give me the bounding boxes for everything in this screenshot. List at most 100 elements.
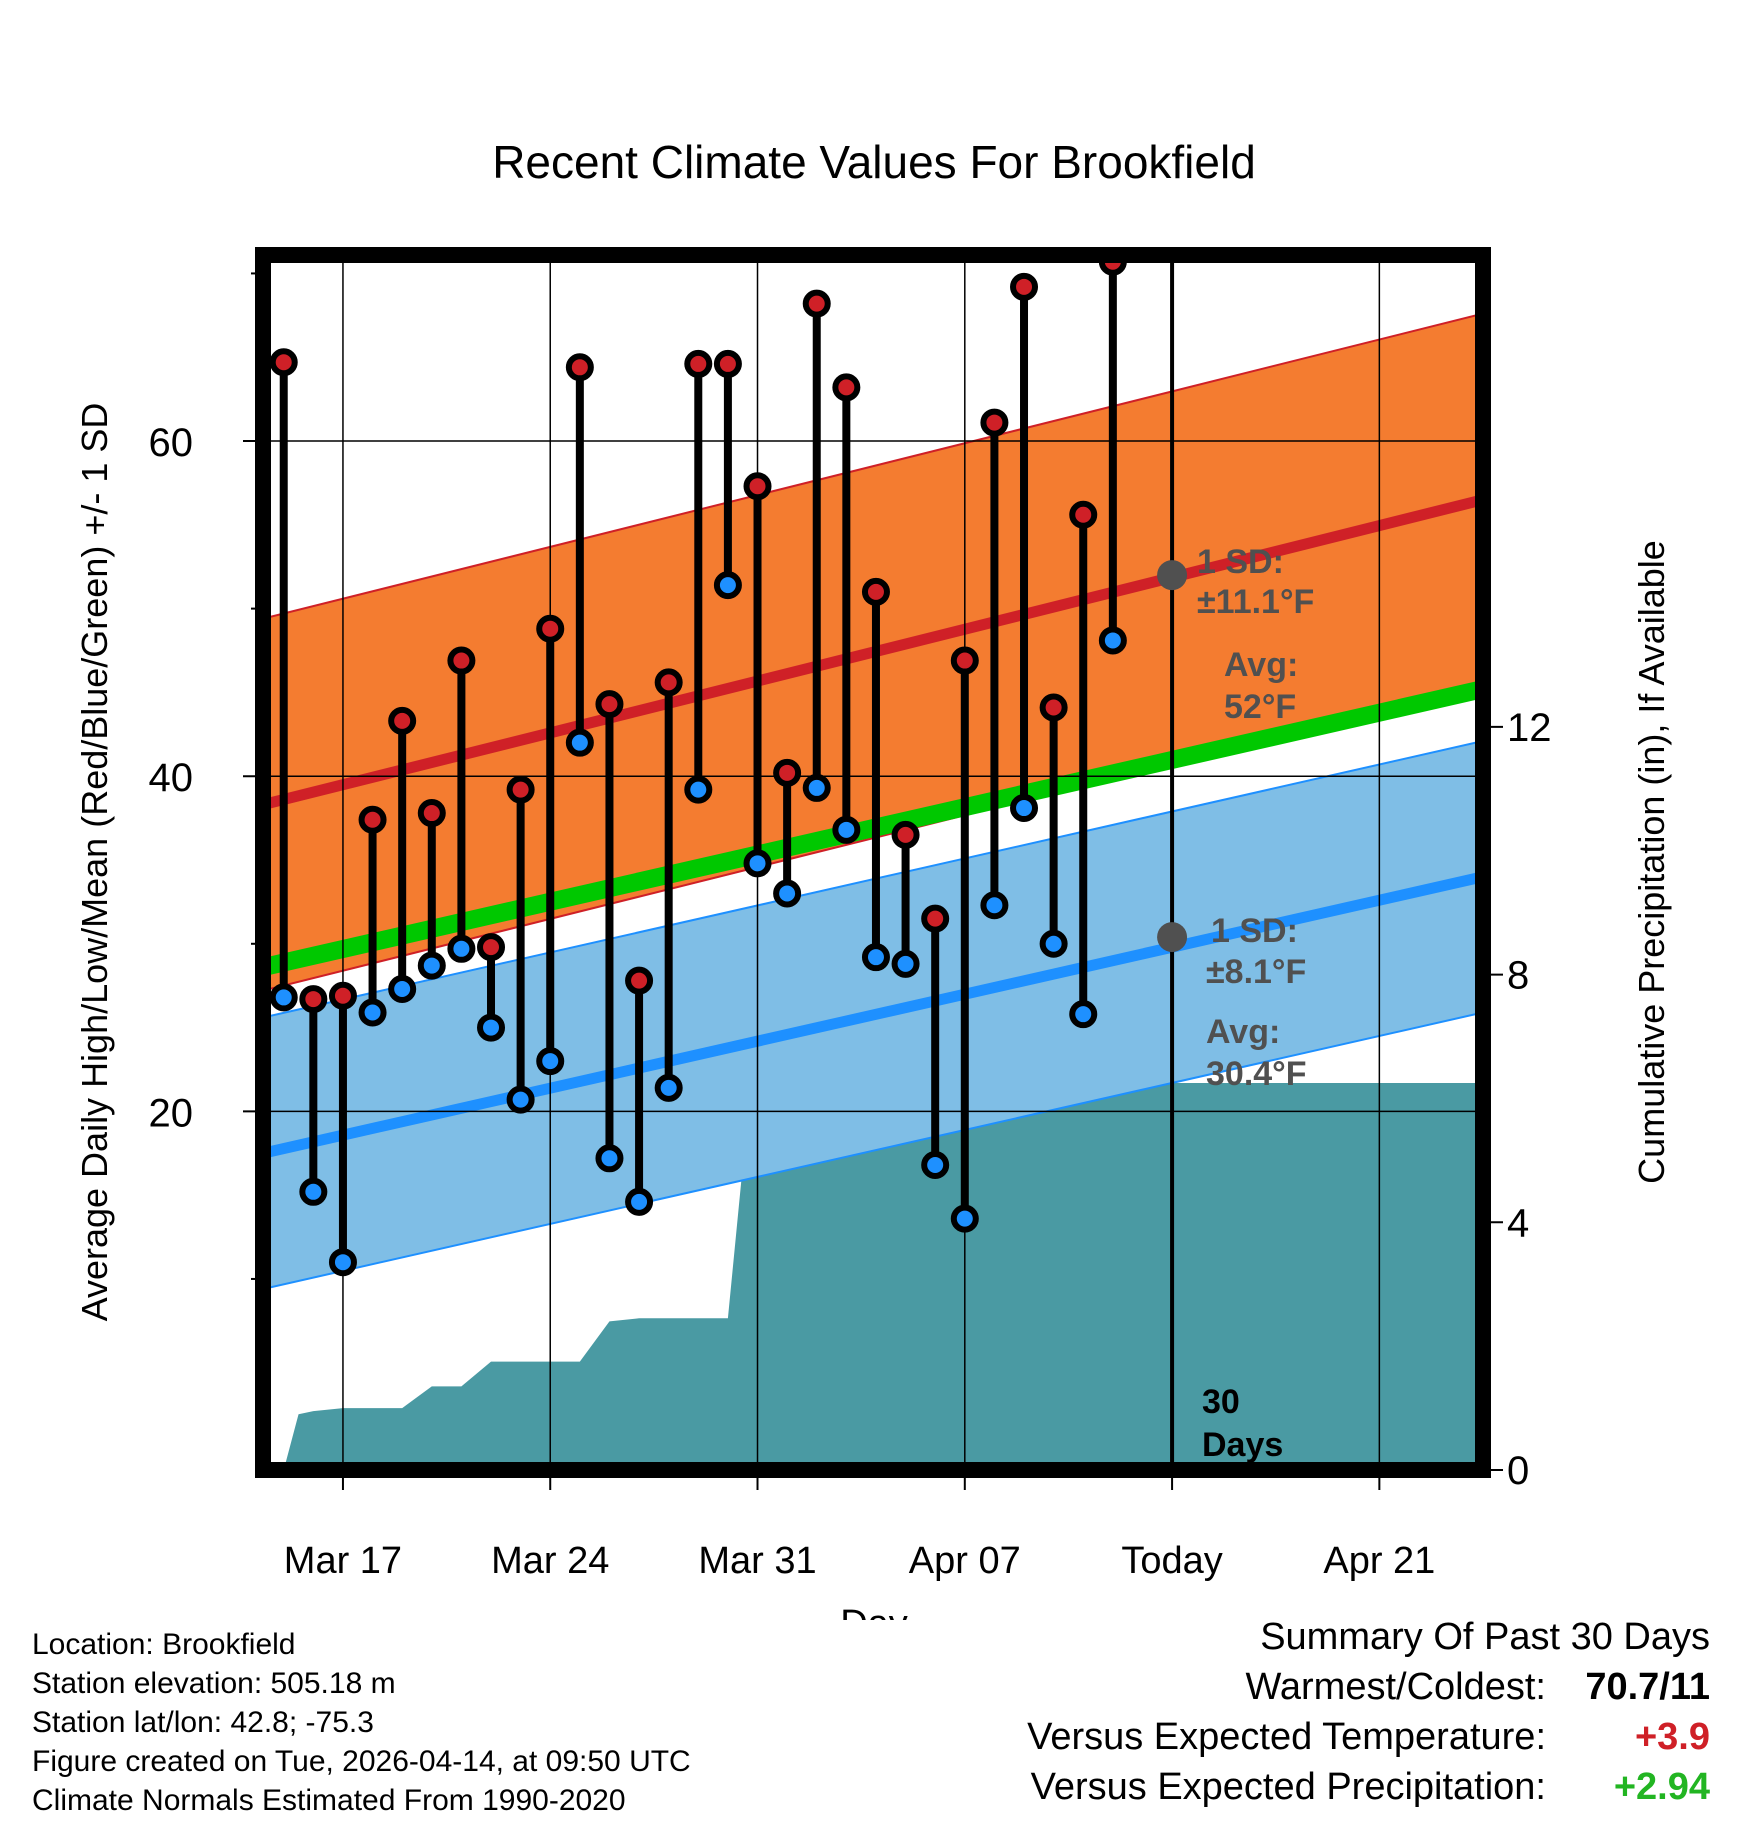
daily-low-point xyxy=(1010,794,1039,823)
daily-high-point xyxy=(832,373,861,402)
daily-low-point xyxy=(1069,1000,1098,1029)
daily-points xyxy=(263,255,1127,1277)
daily-high-point xyxy=(802,289,831,318)
y2-tick-label: 4 xyxy=(1507,1201,1529,1245)
daily-low-point xyxy=(891,949,920,978)
y2-axis-label: Cumulative Precipitation (in), If Availa… xyxy=(1631,540,1672,1184)
x-tick-label: Mar 24 xyxy=(491,1540,609,1582)
daily-low-point xyxy=(861,943,890,972)
latlon-text: Station lat/lon: 42.8; -75.3 xyxy=(32,1706,374,1739)
daily-low-point xyxy=(269,983,298,1012)
x-tick-label: Apr 07 xyxy=(909,1540,1021,1582)
daily-low-point xyxy=(447,934,476,963)
summary-title: Summary Of Past 30 Days xyxy=(1260,1616,1710,1658)
daily-low-point xyxy=(802,773,831,802)
x-axis: Mar 17 Mar 24 Mar 31 Apr 07 Today Apr 21 xyxy=(284,1470,1435,1582)
daily-low-point xyxy=(477,1013,506,1042)
daily-high-point xyxy=(625,966,654,995)
daily-high-point xyxy=(595,690,624,719)
plot-frame xyxy=(255,247,1491,1478)
daily-high-point xyxy=(773,758,802,787)
low-avg-marker xyxy=(1157,922,1188,953)
warmest-label: Warmest/Coldest: xyxy=(1245,1666,1546,1708)
temp-diff-value: +3.9 xyxy=(1634,1716,1710,1758)
daily-low-point xyxy=(595,1144,624,1173)
daily-high-point xyxy=(861,577,890,606)
daily-low-point xyxy=(417,951,446,980)
precip-diff-value: +2.94 xyxy=(1613,1766,1710,1808)
daily-high-point xyxy=(506,775,535,804)
high-avg-marker xyxy=(1157,560,1188,591)
daily-low-point xyxy=(713,571,742,600)
daily-high-point xyxy=(980,408,1009,437)
daily-high-point xyxy=(388,706,417,735)
daily-low-point xyxy=(654,1073,683,1102)
daily-high-point xyxy=(891,820,920,849)
high-avg-label-line1: Avg: xyxy=(1224,646,1298,684)
daily-high-point xyxy=(684,349,713,378)
daily-low-point xyxy=(743,849,772,878)
daily-low-point xyxy=(506,1085,535,1114)
daily-low-point xyxy=(358,998,387,1027)
daily-high-point xyxy=(921,904,950,933)
high-band-upper-edge xyxy=(263,312,1483,620)
high-sd-label-line2: ±11.1°F xyxy=(1197,583,1314,621)
y2-tick-label: 0 xyxy=(1507,1449,1529,1493)
temp-diff-label: Versus Expected Temperature: xyxy=(1027,1716,1546,1758)
low-sd-label-line1: 1 SD: xyxy=(1211,912,1298,950)
precip-diff-label: Versus Expected Precipitation: xyxy=(1030,1766,1546,1808)
high-sd-label-line1: 1 SD: xyxy=(1197,543,1284,581)
right-axis: 0 4 8 12 xyxy=(1483,706,1552,1493)
daily-high-point xyxy=(1069,500,1098,529)
today-days-word: Days xyxy=(1202,1426,1283,1464)
daily-low-point xyxy=(921,1150,950,1179)
y2-tick-label: 12 xyxy=(1507,706,1552,750)
daily-low-point xyxy=(565,728,594,757)
daily-high-point xyxy=(447,646,476,675)
daily-low-point xyxy=(299,1177,328,1206)
daily-high-point xyxy=(713,349,742,378)
elevation-text: Station elevation: 505.18 m xyxy=(32,1667,396,1700)
daily-high-point xyxy=(654,668,683,697)
left-axis: 20 40 60 xyxy=(149,272,263,1280)
high-avg-label-line2: 52°F xyxy=(1224,688,1296,726)
daily-low-point xyxy=(684,775,713,804)
daily-high-point xyxy=(1010,272,1039,301)
low-sd-label-line2: ±8.1°F xyxy=(1206,953,1306,991)
daily-low-point xyxy=(328,1248,357,1277)
daily-high-point xyxy=(477,933,506,962)
daily-low-point xyxy=(773,879,802,908)
daily-high-point xyxy=(299,985,328,1014)
y-tick-label: 40 xyxy=(149,756,194,800)
created-text: Figure created on Tue, 2026-04-14, at 09… xyxy=(32,1745,691,1778)
daily-high-point xyxy=(1039,693,1068,722)
y-tick-label: 60 xyxy=(149,421,194,465)
station-info: Location: Brookfield Station elevation: … xyxy=(32,1625,691,1820)
y2-tick-label: 8 xyxy=(1507,954,1529,998)
low-band-lower-edge xyxy=(263,1011,1483,1290)
x-tick-label: Mar 17 xyxy=(284,1540,402,1582)
normals-text: Climate Normals Estimated From 1990-2020 xyxy=(32,1784,626,1817)
precipitation-area xyxy=(263,1082,1483,1470)
daily-high-point xyxy=(358,805,387,834)
daily-low-point xyxy=(1039,929,1068,958)
daily-high-point xyxy=(328,981,357,1010)
daily-low-point xyxy=(832,815,861,844)
low-avg-label-line2: 30.4°F xyxy=(1206,1055,1307,1093)
y-axis-label: Average Daily High/Low/Mean (Red/Blue/Gr… xyxy=(74,403,115,1322)
climate-chart: Recent Climate Values For Brookfield 1 S… xyxy=(74,136,1672,1620)
daily-high-point xyxy=(417,799,446,828)
chart-title: Recent Climate Values For Brookfield xyxy=(492,136,1256,188)
daily-high-point xyxy=(743,472,772,501)
daily-low-point xyxy=(1098,626,1127,655)
summary-panel: Summary Of Past 30 Days Warmest/Coldest:… xyxy=(1027,1616,1710,1816)
x-tick-label: Today xyxy=(1121,1540,1222,1582)
daily-high-point xyxy=(565,353,594,382)
x-tick-label: Mar 31 xyxy=(698,1540,816,1582)
daily-low-point xyxy=(536,1047,565,1076)
daily-low-point xyxy=(980,891,1009,920)
x-axis-label: Day xyxy=(840,1603,908,1620)
x-tick-label: Apr 21 xyxy=(1323,1540,1435,1582)
daily-high-point xyxy=(536,614,565,643)
y-tick-label: 20 xyxy=(149,1091,194,1135)
